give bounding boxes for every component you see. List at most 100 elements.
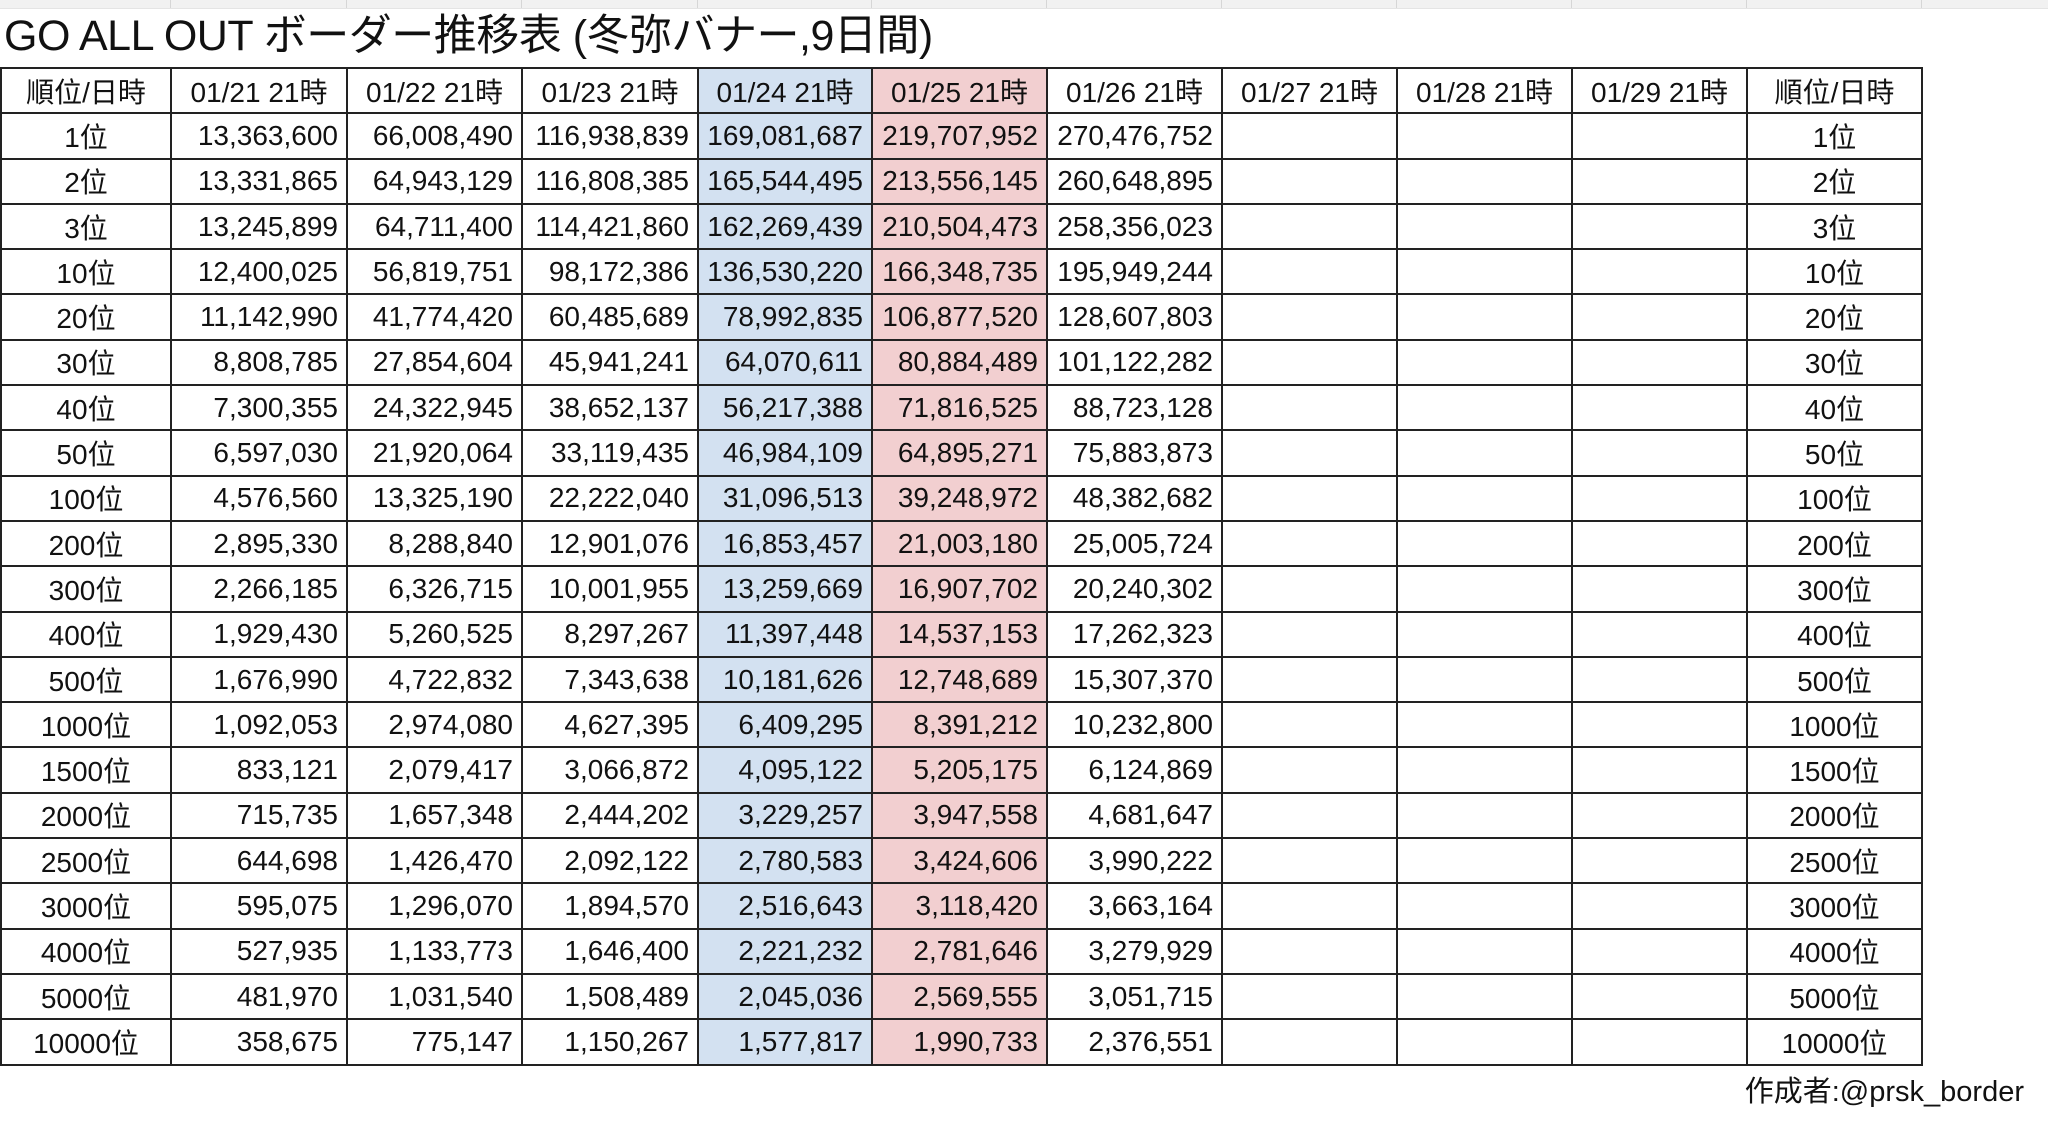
score-cell[interactable] — [1396, 384, 1573, 432]
rank-cell[interactable]: 500位 — [0, 655, 172, 704]
score-cell[interactable]: 3,229,257 — [697, 791, 873, 840]
score-cell[interactable]: 4,627,395 — [521, 701, 699, 749]
score-cell[interactable] — [1571, 610, 1748, 658]
score-cell[interactable]: 116,808,385 — [521, 157, 699, 205]
score-cell[interactable] — [1396, 474, 1573, 522]
score-cell[interactable]: 71,816,525 — [871, 384, 1048, 432]
score-cell[interactable] — [1396, 972, 1573, 1021]
score-cell[interactable] — [1571, 701, 1748, 749]
score-cell[interactable]: 21,003,180 — [871, 519, 1048, 568]
score-cell[interactable] — [1396, 248, 1573, 296]
rank-cell[interactable]: 4000位 — [1746, 927, 1923, 975]
score-cell[interactable] — [1221, 610, 1398, 658]
score-cell[interactable]: 64,943,129 — [346, 157, 523, 205]
score-cell[interactable] — [1221, 429, 1398, 477]
score-cell[interactable]: 3,279,929 — [1046, 927, 1223, 975]
rank-cell[interactable]: 2位 — [1746, 157, 1923, 205]
score-cell[interactable] — [1571, 384, 1748, 432]
score-cell[interactable]: 75,883,873 — [1046, 429, 1223, 477]
score-cell[interactable]: 39,248,972 — [871, 474, 1048, 522]
score-cell[interactable]: 595,075 — [170, 882, 348, 930]
score-cell[interactable] — [1571, 565, 1748, 613]
rank-cell[interactable]: 20位 — [1746, 293, 1923, 341]
rank-cell[interactable]: 1000位 — [1746, 701, 1923, 749]
score-cell[interactable] — [1396, 791, 1573, 840]
score-cell[interactable]: 10,181,626 — [697, 655, 873, 704]
score-cell[interactable]: 3,066,872 — [521, 746, 699, 794]
rank-cell[interactable]: 1500位 — [1746, 746, 1923, 794]
score-cell[interactable] — [1396, 202, 1573, 251]
score-cell[interactable]: 46,984,109 — [697, 429, 873, 477]
score-cell[interactable]: 2,079,417 — [346, 746, 523, 794]
score-cell[interactable] — [1396, 338, 1573, 387]
rank-cell[interactable]: 100位 — [1746, 474, 1923, 522]
score-cell[interactable]: 1,990,733 — [871, 1018, 1048, 1066]
score-cell[interactable] — [1396, 565, 1573, 613]
score-cell[interactable]: 7,343,638 — [521, 655, 699, 704]
rank-cell[interactable]: 3位 — [1746, 202, 1923, 251]
score-cell[interactable]: 13,363,600 — [170, 112, 348, 160]
score-cell[interactable]: 41,774,420 — [346, 293, 523, 341]
score-cell[interactable]: 2,444,202 — [521, 791, 699, 840]
score-cell[interactable] — [1396, 429, 1573, 477]
score-cell[interactable] — [1571, 837, 1748, 885]
score-cell[interactable] — [1221, 837, 1398, 885]
rank-cell[interactable]: 2000位 — [0, 791, 172, 840]
score-cell[interactable]: 6,597,030 — [170, 429, 348, 477]
score-cell[interactable]: 24,322,945 — [346, 384, 523, 432]
score-cell[interactable] — [1571, 927, 1748, 975]
score-cell[interactable]: 1,577,817 — [697, 1018, 873, 1066]
rank-cell[interactable]: 40位 — [1746, 384, 1923, 432]
score-cell[interactable] — [1571, 248, 1748, 296]
score-cell[interactable] — [1396, 655, 1573, 704]
score-cell[interactable]: 527,935 — [170, 927, 348, 975]
score-cell[interactable]: 1,426,470 — [346, 837, 523, 885]
score-cell[interactable] — [1221, 972, 1398, 1021]
score-cell[interactable] — [1396, 610, 1573, 658]
rank-cell[interactable]: 5000位 — [1746, 972, 1923, 1021]
score-cell[interactable]: 1,676,990 — [170, 655, 348, 704]
score-cell[interactable]: 1,894,570 — [521, 882, 699, 930]
rank-cell[interactable]: 3位 — [0, 202, 172, 251]
score-cell[interactable]: 210,504,473 — [871, 202, 1048, 251]
score-cell[interactable]: 38,652,137 — [521, 384, 699, 432]
score-cell[interactable] — [1571, 972, 1748, 1021]
score-cell[interactable]: 775,147 — [346, 1018, 523, 1066]
score-cell[interactable] — [1221, 1018, 1398, 1066]
score-cell[interactable]: 20,240,302 — [1046, 565, 1223, 613]
score-cell[interactable]: 2,569,555 — [871, 972, 1048, 1021]
score-cell[interactable]: 219,707,952 — [871, 112, 1048, 160]
score-cell[interactable]: 5,205,175 — [871, 746, 1048, 794]
score-cell[interactable] — [1221, 927, 1398, 975]
score-cell[interactable]: 27,854,604 — [346, 338, 523, 387]
score-cell[interactable]: 2,376,551 — [1046, 1018, 1223, 1066]
score-cell[interactable]: 165,544,495 — [697, 157, 873, 205]
rank-cell[interactable]: 300位 — [0, 565, 172, 613]
score-cell[interactable] — [1396, 927, 1573, 975]
rank-cell[interactable]: 2位 — [0, 157, 172, 205]
rank-cell[interactable]: 10位 — [0, 248, 172, 296]
score-cell[interactable]: 715,735 — [170, 791, 348, 840]
score-cell[interactable]: 11,397,448 — [697, 610, 873, 658]
score-cell[interactable]: 1,508,489 — [521, 972, 699, 1021]
score-cell[interactable]: 136,530,220 — [697, 248, 873, 296]
score-cell[interactable]: 12,400,025 — [170, 248, 348, 296]
score-cell[interactable]: 7,300,355 — [170, 384, 348, 432]
score-cell[interactable] — [1221, 791, 1398, 840]
score-cell[interactable]: 2,092,122 — [521, 837, 699, 885]
rank-cell[interactable]: 1位 — [1746, 112, 1923, 160]
rank-cell[interactable]: 5000位 — [0, 972, 172, 1021]
score-cell[interactable]: 6,124,869 — [1046, 746, 1223, 794]
score-cell[interactable] — [1221, 293, 1398, 341]
score-cell[interactable] — [1571, 655, 1748, 704]
score-cell[interactable]: 98,172,386 — [521, 248, 699, 296]
score-cell[interactable]: 8,808,785 — [170, 338, 348, 387]
score-cell[interactable] — [1571, 112, 1748, 160]
score-cell[interactable]: 33,119,435 — [521, 429, 699, 477]
score-cell[interactable] — [1396, 701, 1573, 749]
score-cell[interactable]: 2,266,185 — [170, 565, 348, 613]
score-cell[interactable]: 101,122,282 — [1046, 338, 1223, 387]
score-cell[interactable]: 258,356,023 — [1046, 202, 1223, 251]
rank-cell[interactable]: 40位 — [0, 384, 172, 432]
score-cell[interactable] — [1396, 837, 1573, 885]
